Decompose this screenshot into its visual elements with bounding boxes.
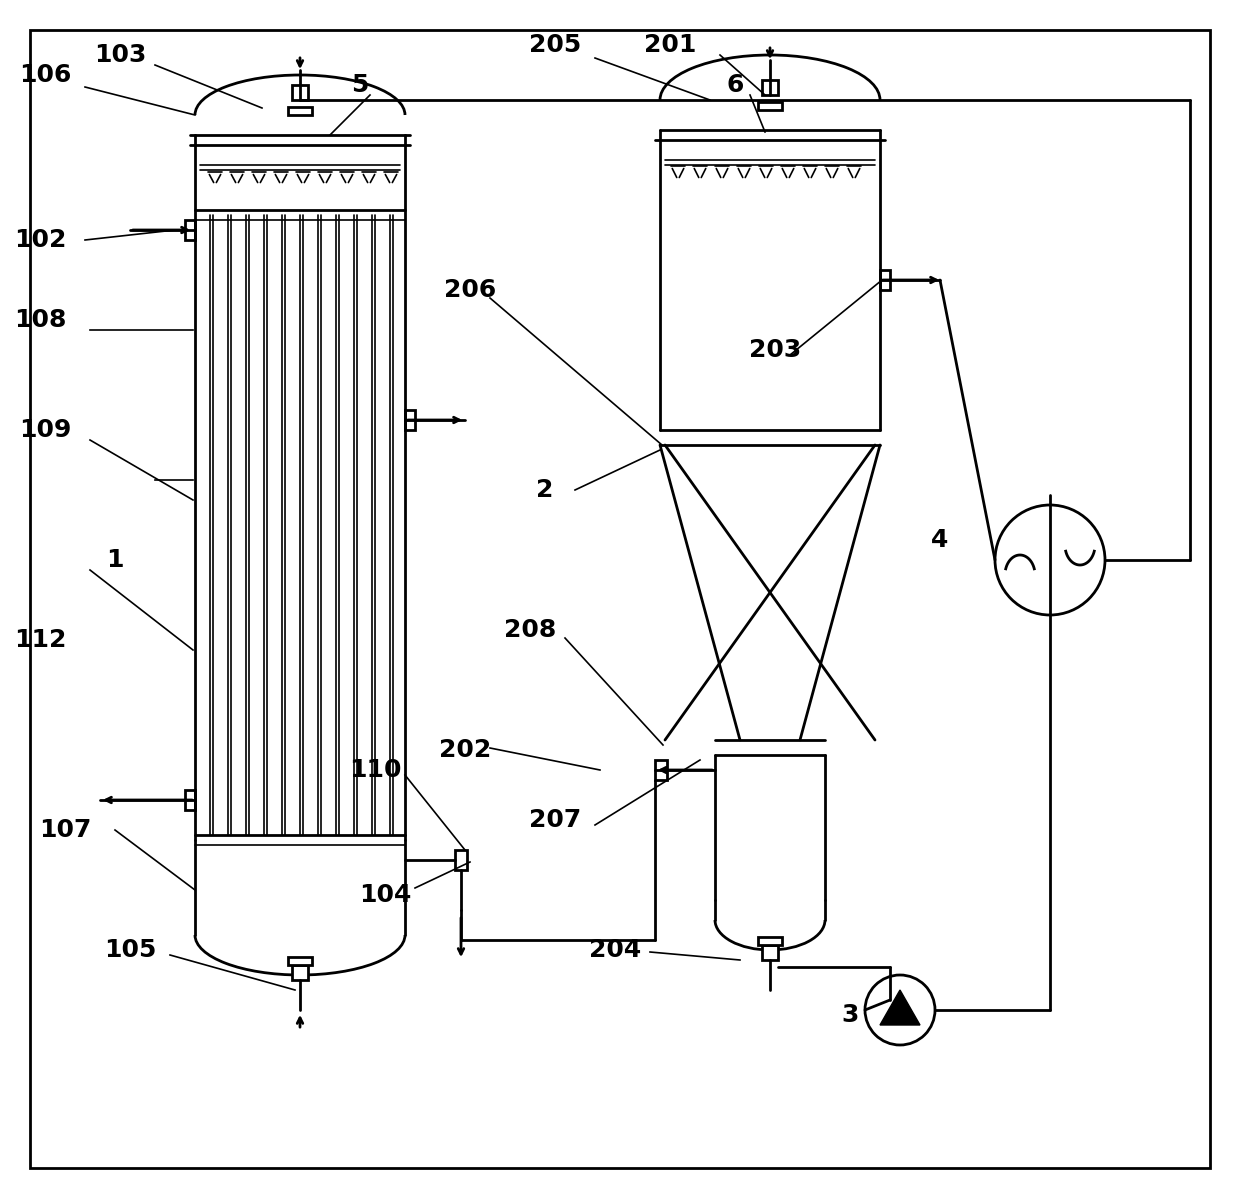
- Text: 105: 105: [104, 938, 156, 962]
- Bar: [655, 760, 667, 780]
- Text: 202: 202: [439, 738, 491, 762]
- Text: 207: 207: [529, 807, 582, 831]
- Text: 206: 206: [444, 278, 496, 302]
- Text: 201: 201: [644, 34, 696, 58]
- Text: 106: 106: [19, 63, 71, 87]
- Bar: [758, 102, 782, 110]
- Bar: [880, 270, 890, 290]
- Text: 5: 5: [351, 73, 368, 97]
- Bar: [288, 107, 312, 115]
- Text: 205: 205: [529, 34, 582, 58]
- Text: 1: 1: [107, 547, 124, 571]
- Bar: [758, 937, 782, 945]
- Bar: [185, 220, 195, 240]
- Text: 4: 4: [931, 528, 949, 552]
- Text: 208: 208: [503, 618, 556, 642]
- Bar: [288, 957, 312, 966]
- Text: 107: 107: [38, 818, 92, 842]
- Bar: [405, 410, 415, 430]
- Bar: [763, 80, 777, 95]
- Text: 3: 3: [841, 1003, 858, 1027]
- Text: 103: 103: [94, 43, 146, 67]
- Text: 102: 102: [14, 228, 66, 252]
- Text: 203: 203: [749, 338, 801, 362]
- Bar: [291, 85, 308, 99]
- Polygon shape: [880, 990, 920, 1025]
- Text: 109: 109: [19, 418, 71, 442]
- Bar: [455, 851, 467, 870]
- Bar: [763, 945, 777, 960]
- Bar: [185, 789, 195, 810]
- Text: 112: 112: [14, 628, 66, 652]
- Text: 204: 204: [589, 938, 641, 962]
- Text: 108: 108: [14, 308, 66, 332]
- Text: 104: 104: [358, 883, 412, 907]
- Text: 110: 110: [348, 758, 402, 782]
- Bar: [291, 966, 308, 980]
- Text: 2: 2: [537, 478, 554, 502]
- Text: 6: 6: [727, 73, 744, 97]
